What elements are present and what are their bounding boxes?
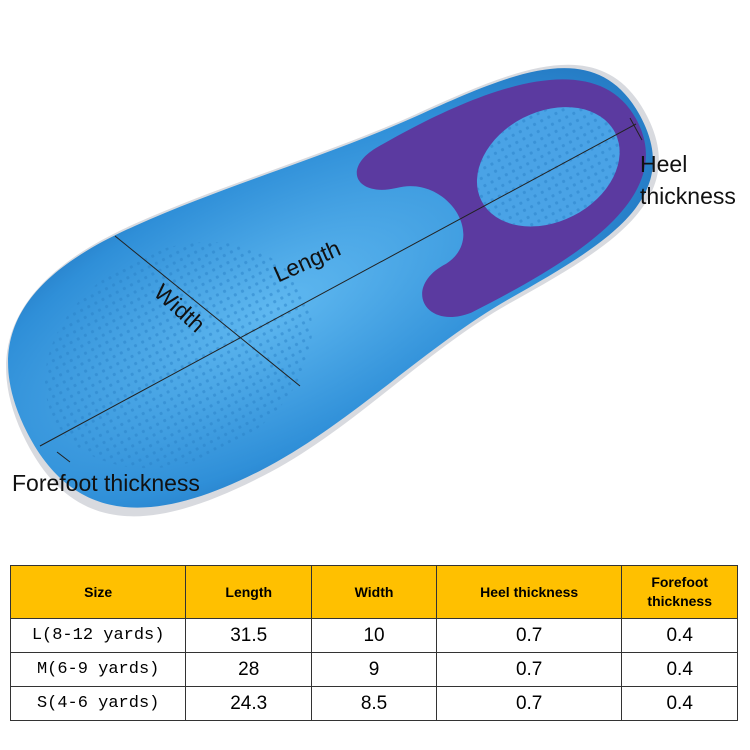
cell-width: 9 [311,652,437,687]
forefoot-thickness-label: Forefoot thickness [12,470,200,496]
heel-thickness-label: Heel thickness [640,148,736,212]
header-length: Length [185,565,313,619]
table-row: L(8-12 yards) 31.5 10 0.7 0.4 [9,618,738,653]
heel-thickness-line1: Heel [640,151,688,177]
header-width: Width [311,565,437,619]
heel-thickness-line2: thickness [640,183,736,209]
cell-forefoot: 0.4 [621,618,738,653]
length-line [39,123,637,447]
table-row: M(6-9 yards) 28 9 0.7 0.4 [9,652,738,687]
cell-length: 31.5 [185,618,313,653]
cell-heel: 0.7 [435,652,623,687]
cell-heel: 0.7 [435,618,623,653]
forefoot-pad [44,242,313,469]
header-forefoot-thickness: Forefoot thickness [621,565,738,619]
cell-heel: 0.7 [435,686,623,721]
cell-length: 28 [185,652,313,687]
cell-length: 24.3 [185,686,313,721]
cell-width: 8.5 [311,686,437,721]
table-header-row: Size Length Width Heel thickness Forefoo… [9,565,738,619]
table-row: S(4-6 yards) 24.3 8.5 0.7 0.4 [9,686,738,721]
size-table: Size Length Width Heel thickness Forefoo… [9,565,738,721]
cell-forefoot: 0.4 [621,652,738,687]
cell-width: 10 [311,618,437,653]
cell-size: S(4-6 yards) [9,686,187,721]
width-line [114,235,301,387]
header-heel-thickness: Heel thickness [435,565,623,619]
header-size: Size [9,565,187,619]
cell-forefoot: 0.4 [621,686,738,721]
insole-illustration [6,64,659,517]
cell-size: L(8-12 yards) [9,618,187,653]
cell-size: M(6-9 yards) [9,652,187,687]
